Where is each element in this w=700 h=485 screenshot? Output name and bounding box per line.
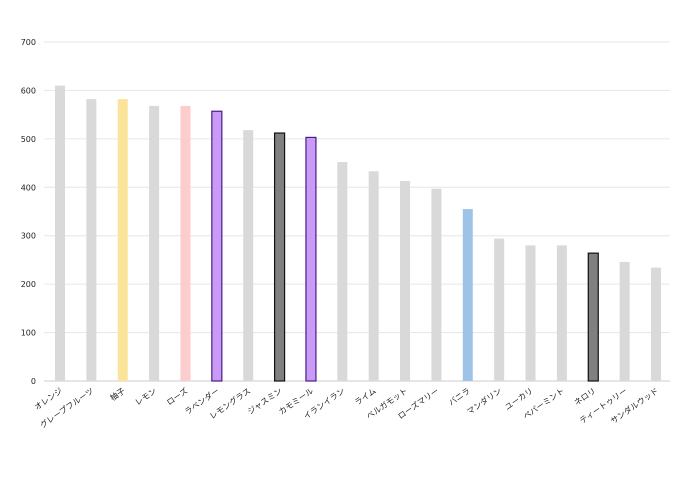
bar-4 (180, 105, 191, 381)
x-category-label: マンダリン (465, 385, 504, 416)
bar-0 (55, 85, 65, 381)
x-category-label: ローズ (165, 385, 190, 407)
y-tick-label: 0 (31, 377, 36, 386)
bar-9 (337, 162, 348, 381)
x-category-label: レモン (133, 386, 158, 407)
bar-1 (86, 99, 97, 381)
y-tick-label: 400 (21, 183, 36, 192)
y-tick-label: 700 (21, 38, 36, 47)
x-category-label: 柚子 (108, 385, 127, 402)
y-tick-label: 600 (21, 86, 36, 95)
bar-11 (400, 180, 411, 381)
x-category-label: ライム (353, 386, 378, 407)
bar-8 (305, 136, 317, 382)
y-tick-label: 100 (21, 329, 36, 338)
bar-17 (587, 252, 599, 382)
bar-6 (243, 130, 254, 381)
y-tick-label: 500 (21, 135, 36, 144)
bar-15 (525, 245, 536, 381)
bar-12 (431, 188, 442, 381)
bar-19 (651, 267, 661, 381)
bar-5 (211, 110, 223, 382)
bar-14 (494, 238, 505, 381)
x-category-label: グレープフルーツ (38, 385, 96, 430)
bar-7 (273, 132, 286, 382)
x-category-label: バニラ (447, 386, 472, 407)
y-tick-label: 200 (21, 280, 36, 289)
y-tick-label: 300 (21, 232, 36, 241)
gridlines (44, 41, 670, 382)
bar-13 (462, 209, 473, 381)
bars (55, 85, 661, 382)
bar-18 (619, 261, 630, 381)
y-axis-ticks: 0 100 200 300 400 500 600 700 (21, 38, 36, 386)
bar-16 (556, 245, 567, 381)
bar-3 (149, 105, 160, 381)
x-category-label: ネロリ (573, 386, 598, 407)
bar-10 (368, 171, 379, 381)
bar-2 (117, 99, 128, 381)
